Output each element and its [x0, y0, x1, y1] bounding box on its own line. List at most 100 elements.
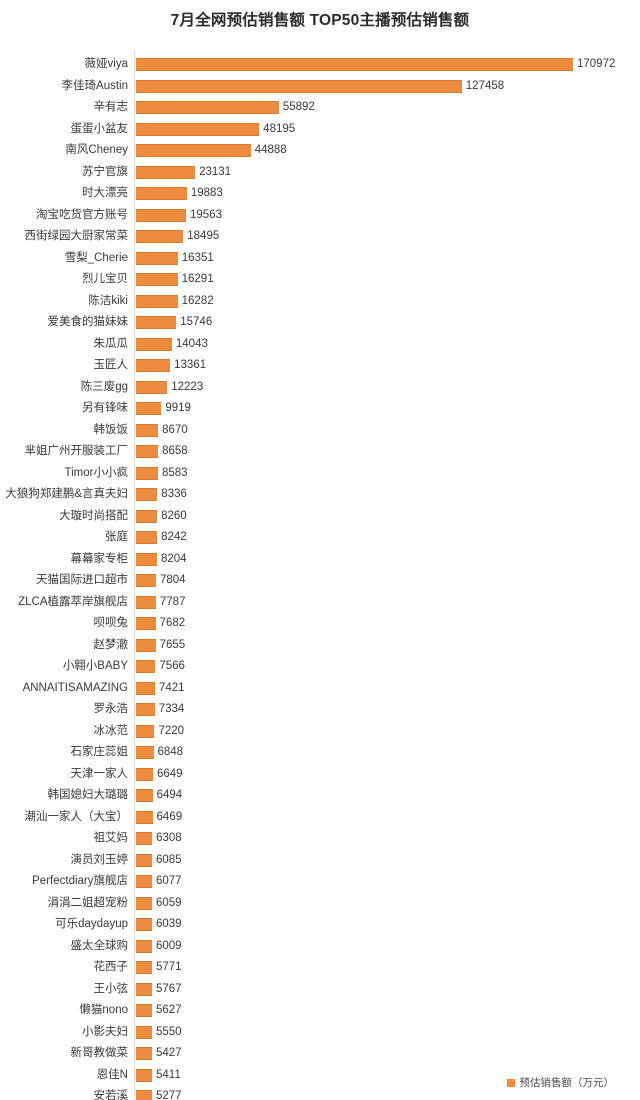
bar-value-label: 6469: [156, 810, 183, 823]
bar[interactable]: [136, 445, 159, 459]
bar-wrapper: [136, 764, 153, 786]
bar[interactable]: [136, 961, 152, 975]
bar[interactable]: [136, 144, 251, 158]
bar-value-label: 6009: [156, 939, 182, 952]
bar-wrapper: [136, 312, 177, 334]
bar-row: 大璇时尚搭配 8260: [0, 506, 640, 528]
bar-category-label: 盛太全球购: [70, 939, 129, 952]
bar[interactable]: [136, 1047, 152, 1061]
bar[interactable]: [136, 251, 178, 265]
bar[interactable]: [136, 122, 260, 136]
bar-category-label: 辛有志: [93, 101, 129, 113]
bar-value-label: 7787: [159, 595, 186, 608]
bar[interactable]: [136, 703, 155, 717]
bar[interactable]: [136, 595, 156, 609]
bar[interactable]: [136, 724, 155, 738]
bar-value-label: 19883: [190, 187, 223, 199]
bar[interactable]: [136, 294, 178, 308]
bar[interactable]: [136, 531, 158, 545]
bar[interactable]: [136, 617, 156, 631]
bar[interactable]: [136, 918, 152, 932]
bar[interactable]: [136, 660, 156, 674]
bar-value-label: 8336: [161, 488, 187, 500]
bar-category-label: Perfectdiary旗舰店: [32, 875, 128, 887]
bar-category-label: 陈洁kiki: [88, 294, 128, 307]
bar-category-label: 烈儿宝贝: [82, 273, 128, 285]
bar-wrapper: [136, 914, 152, 936]
bar[interactable]: [136, 875, 152, 889]
bar-row: 懒猫nono 5627: [0, 1000, 640, 1022]
bar[interactable]: [136, 1068, 152, 1082]
bar[interactable]: [136, 316, 177, 330]
bar[interactable]: [136, 58, 573, 72]
bar[interactable]: [136, 230, 184, 244]
bar[interactable]: [136, 380, 168, 394]
bar-category-label: 韩国媳妇大璐璐: [47, 789, 129, 801]
bar[interactable]: [136, 359, 171, 373]
bar-row: 罗永浩 7334: [0, 699, 640, 721]
bar[interactable]: [136, 1025, 152, 1039]
bar-row: 爱美食的猫妹妹 15746: [0, 312, 640, 334]
bar[interactable]: [136, 208, 186, 222]
bar-wrapper: [136, 699, 155, 721]
bar-value-label: 8583: [161, 466, 188, 479]
bar-wrapper: [136, 1043, 152, 1065]
bar-wrapper: [136, 549, 157, 571]
bar[interactable]: [136, 939, 152, 953]
bar[interactable]: [136, 187, 187, 201]
bar[interactable]: [136, 638, 156, 652]
bar[interactable]: [136, 789, 153, 803]
bar-value-label: 14043: [175, 337, 208, 350]
bar-value-label: 7220: [158, 724, 185, 737]
bar[interactable]: [136, 101, 279, 115]
bar-category-label: 薇娅viya: [84, 58, 128, 70]
bar[interactable]: [136, 982, 152, 996]
bar-category-label: 王小弦: [93, 982, 129, 995]
bar[interactable]: [136, 767, 153, 781]
bar[interactable]: [136, 574, 156, 588]
bar-wrapper: [136, 291, 178, 313]
bar[interactable]: [136, 853, 152, 867]
bar[interactable]: [136, 165, 196, 179]
bar-row: ANNAITISAMAZING 7421: [0, 678, 640, 700]
bar[interactable]: [136, 466, 158, 480]
bar-row: 大狼狗郑建鹏&言真夫妇 8336: [0, 484, 640, 506]
bar-category-label: 小翱小BABY: [62, 660, 128, 672]
bar[interactable]: [136, 896, 152, 910]
bar[interactable]: [136, 746, 154, 760]
bar-category-label: 李佳琦Austin: [61, 79, 128, 92]
bar-value-label: 5771: [156, 961, 182, 973]
bar-category-label: ZLCA植露萃岸旗舰店: [18, 595, 128, 608]
bar-value-label: 6059: [156, 896, 182, 909]
bar[interactable]: [136, 810, 153, 824]
bar-row: Timor小小疯 8583: [0, 463, 640, 485]
bar[interactable]: [136, 681, 155, 695]
bar-category-label: 韩饭饭: [93, 423, 129, 436]
bar-value-label: 8260: [161, 509, 187, 522]
bar-wrapper: [136, 1086, 152, 1100]
bar[interactable]: [136, 337, 172, 351]
bar-row: 芈姐广州开服装工厂 8658: [0, 441, 640, 463]
bar[interactable]: [136, 488, 158, 502]
bar-row: 朱瓜瓜 14043: [0, 334, 640, 356]
bar-category-label: 南风Cheney: [65, 144, 128, 156]
bar-value-label: 5627: [156, 1004, 182, 1016]
bar-row: 小影夫妇 5550: [0, 1022, 640, 1044]
bar[interactable]: [136, 832, 153, 846]
bar[interactable]: [136, 402, 162, 416]
bar[interactable]: [136, 273, 178, 287]
bar[interactable]: [136, 1090, 152, 1100]
bar-row: 花西子 5771: [0, 957, 640, 979]
bar-wrapper: [136, 441, 159, 463]
bar[interactable]: [136, 1004, 152, 1018]
bar-category-label: 爱美食的猫妹妹: [47, 316, 129, 328]
bar-value-label: 12223: [171, 380, 204, 393]
bar-value-label: 48195: [263, 122, 296, 135]
bar[interactable]: [136, 552, 157, 566]
bar[interactable]: [136, 423, 159, 437]
bar[interactable]: [136, 79, 462, 93]
bar-value-label: 8204: [160, 552, 187, 565]
bar[interactable]: [136, 509, 158, 523]
bar-category-label: 时大漂亮: [82, 187, 128, 199]
bar-row: 陈三废gg 12223: [0, 377, 640, 399]
